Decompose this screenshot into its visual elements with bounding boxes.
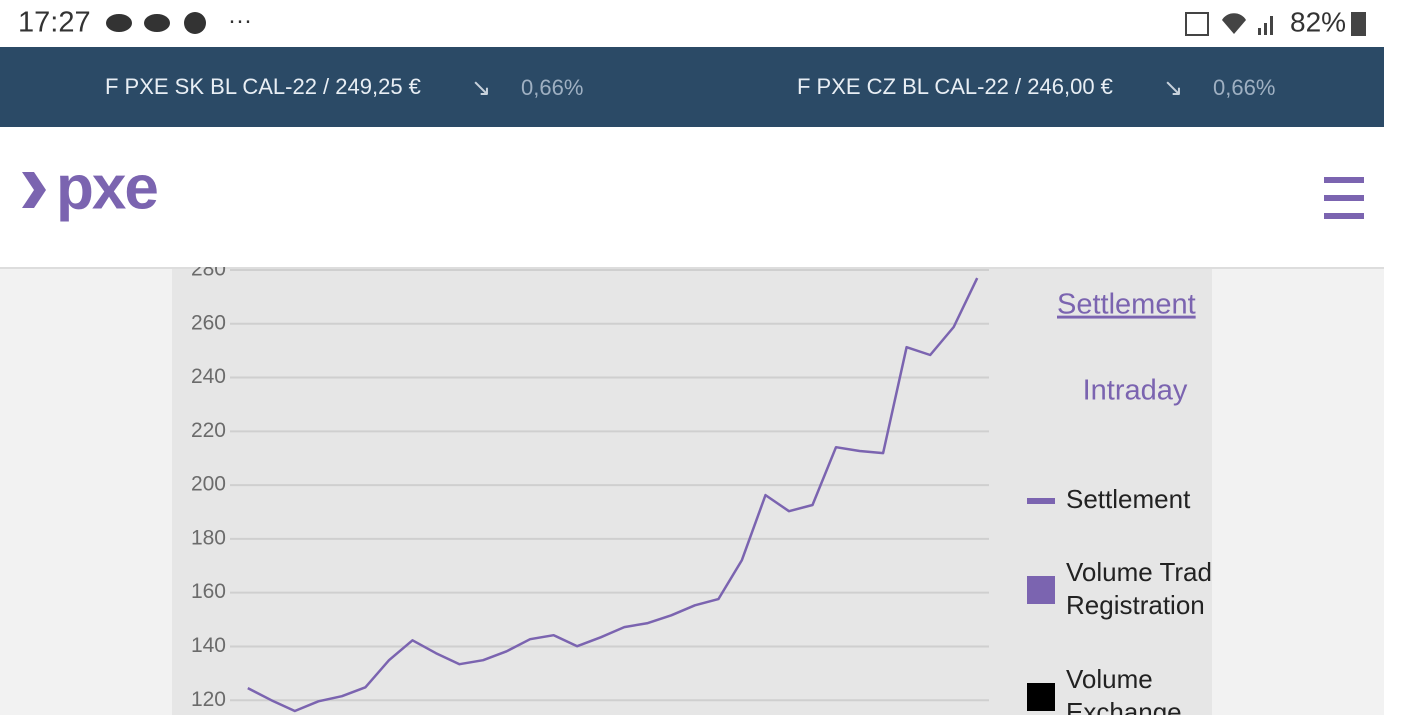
legend-swatch [1027,576,1055,604]
battery-level: 82% [1290,6,1346,37]
chart: 120 140 160 180 200 220 240 260 280 Settlement Int… [191,258,1226,715]
header [0,127,1384,267]
y-tick-label: 220 [191,419,226,442]
legend-label: Settlement [1066,484,1191,514]
status-more: ··· [228,7,252,34]
logo[interactable]: pxe [56,153,159,222]
legend-swatch [1027,683,1055,711]
legend-label: Volume Exchange [1066,664,1182,715]
ticker-change: 0,66% [1213,75,1275,100]
status-time: 17:27 [18,7,91,39]
menu-button[interactable] [1324,177,1364,219]
y-tick-label: 120 [191,688,226,711]
y-tick-label: 240 [191,365,226,388]
ticker: F PXE SK BL CAL-22 / 249,25 € ↘ 0,66% F PXE… [105,74,1275,102]
y-tick-label: 260 [191,311,226,334]
legend-swatch [1027,498,1055,504]
status-icons [106,12,206,34]
status-bar [0,0,1408,47]
y-tick-label: 160 [191,580,226,603]
ticker-label[interactable]: F PXE CZ BL CAL-22 / 246,00 € [797,74,1113,99]
y-tick-label: 180 [191,526,226,549]
ticker-bar [0,47,1384,127]
logo-chevron [22,172,46,208]
ticker-change: 0,66% [521,75,583,100]
ticker-arrow: ↘ [471,74,491,101]
battery-icon [1351,12,1366,36]
ticker-arrow: ↘ [1163,74,1183,101]
tab-link[interactable]: Settlement [1057,289,1196,321]
signal-icons [1185,12,1273,36]
chart-panel [172,269,1212,715]
tab-link[interactable]: Intraday [1083,375,1188,407]
ticker-label[interactable]: F PXE SK BL CAL-22 / 249,25 € [105,74,421,99]
y-tick-label: 140 [191,634,226,657]
legend-label: Volume Trade Registration [1066,557,1226,620]
y-tick-label: 280 [191,258,226,281]
header-shadow [0,267,1384,269]
y-tick-label: 200 [191,473,226,496]
line-series [247,277,979,713]
